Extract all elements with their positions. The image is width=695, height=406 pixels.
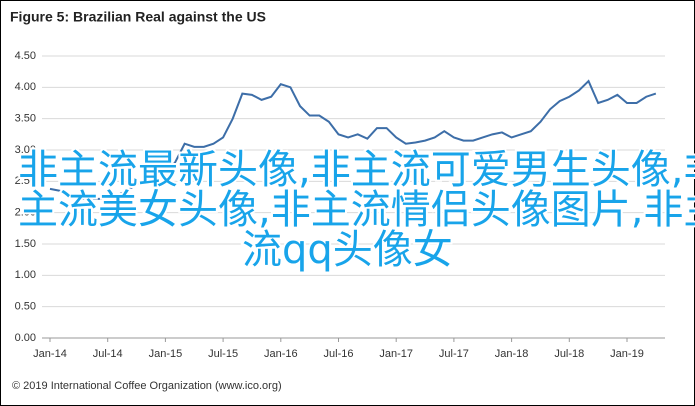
x-tick-label: Jan-18 xyxy=(495,348,529,360)
x-tick-label: Jul-15 xyxy=(208,348,238,360)
y-tick-label: 2.00 xyxy=(15,207,36,219)
x-tick-label: Jan-19 xyxy=(610,348,644,360)
chart-title: Figure 5: Brazilian Real against the US xyxy=(10,9,266,25)
y-tick-label: 1.50 xyxy=(15,238,36,250)
overlay-text: 主流美女头像,非主流情侣头像图片,非主 xyxy=(18,187,695,233)
y-tick-label: 0.00 xyxy=(15,332,36,344)
y-tick-label: 3.50 xyxy=(15,113,36,125)
x-tick-label: Jan-14 xyxy=(33,348,67,360)
overlay-text: 流qq头像女 xyxy=(242,227,453,273)
y-tick-label: 4.00 xyxy=(15,81,36,93)
series-line xyxy=(49,79,657,200)
x-tick-label: Jan-15 xyxy=(149,348,183,360)
y-tick-label: 2.50 xyxy=(15,175,36,187)
x-tick-label: Jul-16 xyxy=(324,348,354,360)
y-tick-label: 3.00 xyxy=(15,144,36,156)
y-tick-label: 4.50 xyxy=(15,50,36,62)
x-tick-label: Jul-17 xyxy=(439,348,469,360)
overlay-text: 非主流最新头像,非主流可爱男生头像,非 xyxy=(18,147,695,193)
x-tick-label: Jul-18 xyxy=(554,348,584,360)
footer: © 2019 International Coffee Organization… xyxy=(12,380,282,392)
x-tick-label: Jul-14 xyxy=(93,348,123,360)
x-tick-label: Jan-16 xyxy=(264,348,298,360)
y-tick-label: 1.00 xyxy=(15,269,36,281)
x-tick-label: Jan-17 xyxy=(379,348,413,360)
y-tick-label: 0.50 xyxy=(15,301,36,313)
